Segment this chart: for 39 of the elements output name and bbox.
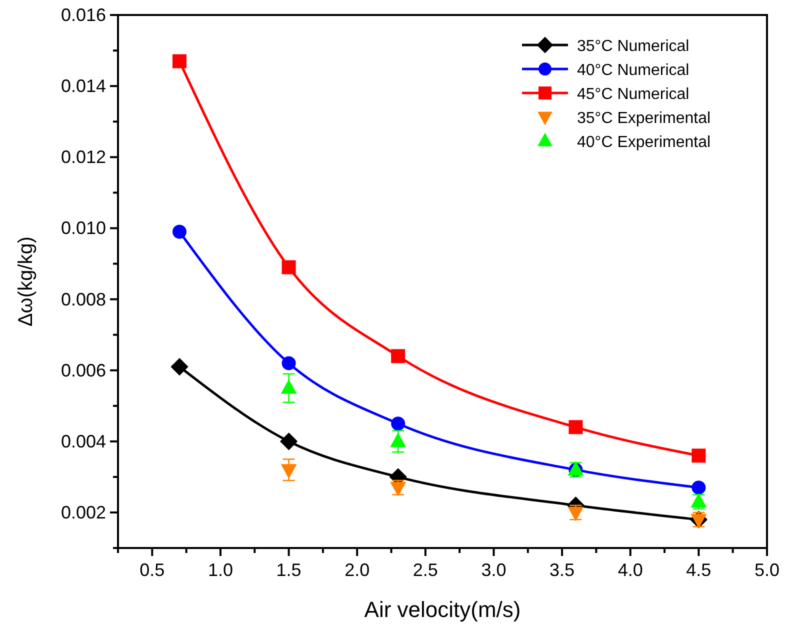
legend-label: 35°C Experimental xyxy=(577,110,711,127)
y-axis-title: Δω(kg/kg) xyxy=(15,236,37,327)
legend-label: 40°C Experimental xyxy=(577,134,711,151)
point xyxy=(692,448,706,463)
x-tick-label: 0.5 xyxy=(140,560,165,580)
y-tick-label: 0.010 xyxy=(60,218,106,238)
y-tick-label: 0.012 xyxy=(60,147,106,168)
y-tick-label: 0.002 xyxy=(60,502,106,522)
point xyxy=(692,480,706,495)
point xyxy=(280,432,298,450)
point xyxy=(170,358,188,376)
point xyxy=(281,464,296,478)
point xyxy=(172,54,186,68)
y-tick-label: 0.008 xyxy=(60,289,106,310)
x-tick-label: 4.0 xyxy=(618,560,643,580)
x-tick-label: 2.5 xyxy=(412,560,438,580)
x-tick-label: 1.5 xyxy=(276,560,302,580)
point xyxy=(281,380,296,394)
y-tick-label: 0.014 xyxy=(60,76,106,96)
y-tick-label: 0.006 xyxy=(60,360,106,380)
x-tick-label: 4.5 xyxy=(686,560,712,580)
x-tick-label: 2.0 xyxy=(344,560,370,580)
point xyxy=(282,260,296,274)
y-tick-label: 0.016 xyxy=(60,5,106,25)
legend-label: 40°C Numerical xyxy=(577,62,690,79)
x-tick-label: 5.0 xyxy=(754,560,780,580)
legend-label: 35°C Numerical xyxy=(577,38,690,55)
x-tick-label: 1.0 xyxy=(208,560,233,580)
x-tick-label: 3.0 xyxy=(481,560,506,580)
x-tick-label: 3.5 xyxy=(550,560,575,580)
point xyxy=(390,433,406,448)
y-tick-label: 0.004 xyxy=(60,431,106,452)
point xyxy=(568,420,583,434)
point xyxy=(391,349,406,364)
point xyxy=(282,356,296,370)
point xyxy=(391,416,406,431)
legend-label: 45°C Numerical xyxy=(577,86,690,103)
x-axis-title: Air velocity(m/s) xyxy=(364,597,521,622)
point xyxy=(172,224,186,239)
